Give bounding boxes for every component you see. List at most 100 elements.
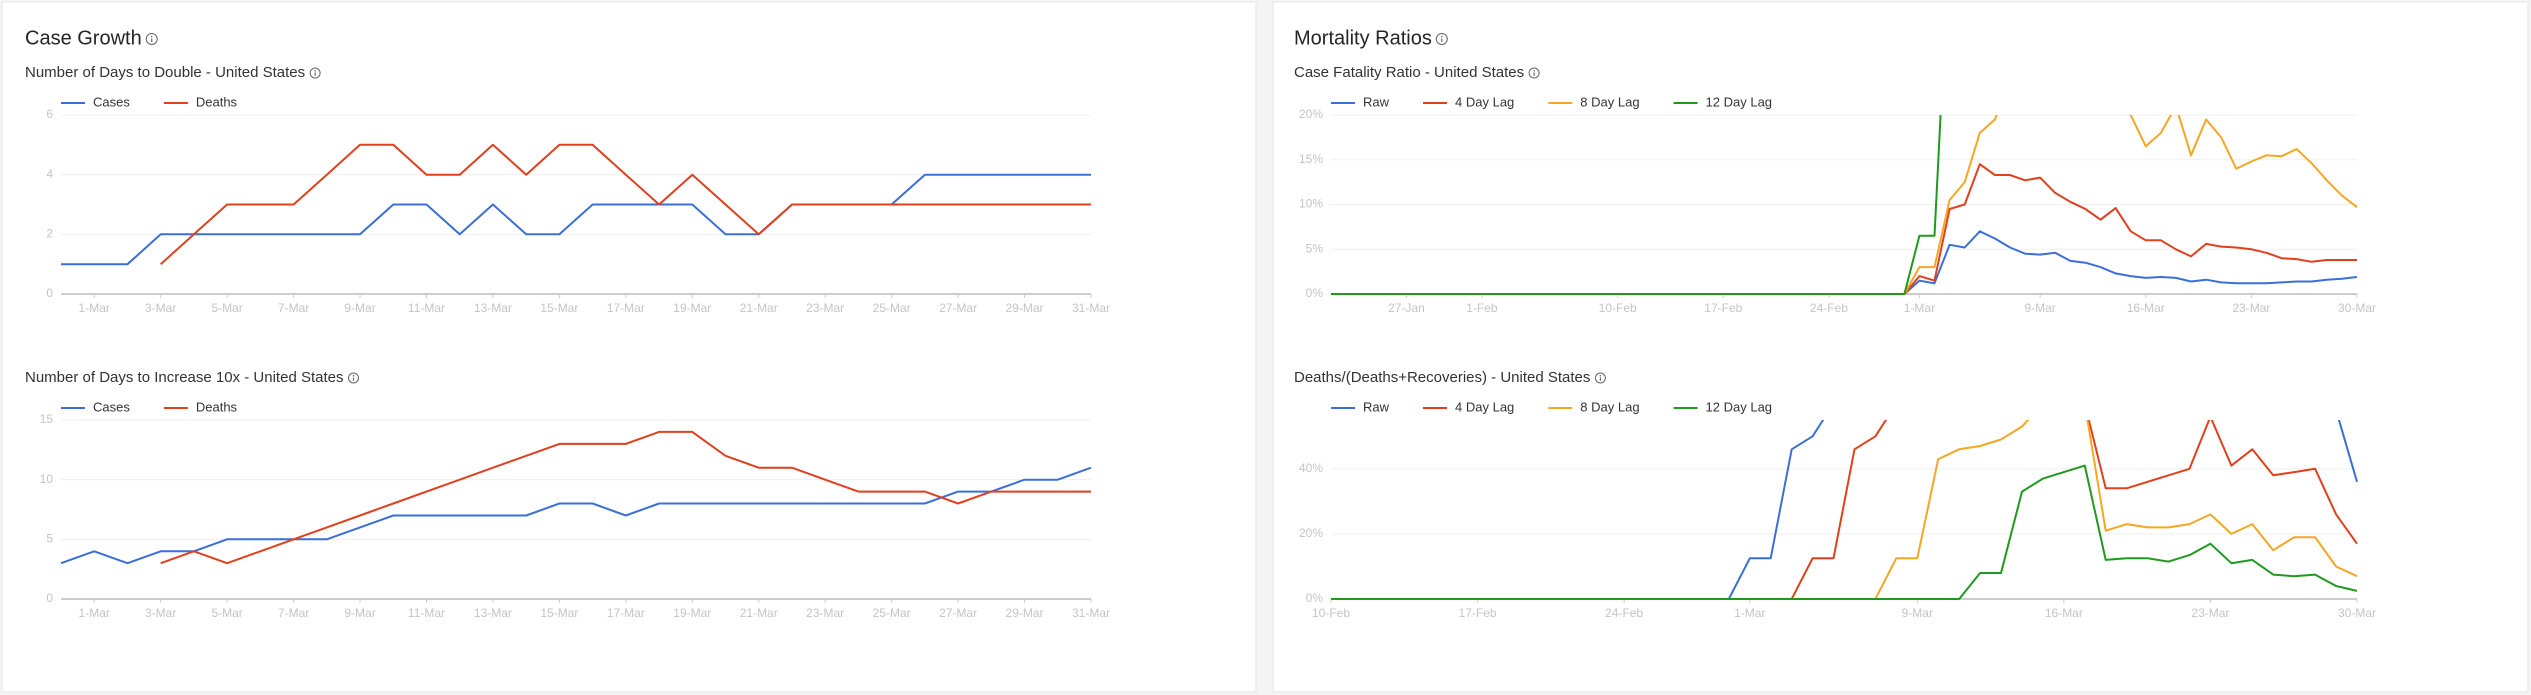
legend-label: Raw — [1363, 94, 1390, 109]
info-icon — [1528, 67, 1540, 79]
x-tick-label: 17-Mar — [607, 301, 645, 315]
y-tick-label: 15% — [1299, 152, 1323, 166]
x-tick-label: 31-Mar — [1072, 606, 1110, 620]
x-tick-label: 9-Mar — [1902, 606, 1933, 620]
x-tick-label: 30-Mar — [2338, 606, 2376, 620]
info-circle — [145, 33, 158, 45]
info-icon — [309, 67, 321, 79]
x-tick-label: 15-Mar — [540, 301, 578, 315]
chart-title: Number of Days to Double - United States — [25, 64, 305, 81]
legend-label: 4 Day Lag — [1455, 94, 1514, 109]
x-tick-label: 3-Mar — [145, 606, 176, 620]
x-tick-label: 23-Mar — [806, 606, 844, 620]
info-icon — [1435, 33, 1448, 45]
x-tick-label: 11-Mar — [408, 301, 445, 315]
x-tick-label: 7-Mar — [278, 606, 309, 620]
legend-label: 12 Day Lag — [1706, 399, 1773, 414]
x-tick-label: 9-Mar — [344, 301, 375, 315]
x-tick-label: 5-Mar — [211, 301, 242, 315]
series-line — [160, 430, 1091, 565]
x-tick-label: 23-Mar — [2191, 606, 2229, 620]
x-tick-label: 16-Mar — [2127, 301, 2165, 315]
x-tick-label: 24-Feb — [1810, 301, 1848, 315]
y-tick-label: 20% — [1299, 107, 1323, 121]
info-circle — [1435, 33, 1448, 45]
legend-label: Cases — [93, 399, 130, 414]
legend-item: 4 Day Lag — [1423, 94, 1514, 109]
legend-item: 12 Day Lag — [1673, 94, 1773, 109]
info-dot — [1533, 69, 1535, 72]
x-tick-label: 1-Feb — [1466, 301, 1498, 315]
x-tick-label: 1-Mar — [1904, 301, 1935, 315]
x-tick-label: 31-Mar — [1072, 301, 1110, 315]
legend-label: 12 Day Lag — [1706, 94, 1773, 109]
x-tick-label: 3-Mar — [145, 301, 176, 315]
x-tick-label: 29-Mar — [1006, 606, 1044, 620]
info-dot — [352, 374, 355, 377]
y-tick-label: 15 — [40, 412, 54, 426]
x-tick-label: 19-Mar — [673, 606, 711, 620]
legend-item: 8 Day Lag — [1548, 94, 1640, 109]
x-tick-label: 15-Mar — [540, 606, 578, 620]
chart-title: Deaths/(Deaths+Recoveries) - United Stat… — [1294, 369, 1590, 386]
panel-title: Case Growth — [25, 27, 142, 49]
x-tick-label: 27-Mar — [939, 606, 977, 620]
series-line — [160, 143, 1091, 265]
y-tick-label: 10% — [1299, 197, 1323, 211]
series-line — [1331, 464, 2358, 600]
x-tick-label: 24-Feb — [1605, 606, 1643, 620]
y-tick-label: 0 — [46, 286, 53, 300]
legend-item: Cases — [61, 94, 130, 109]
x-tick-label: 27-Jan — [1388, 301, 1425, 315]
legend-label: Deaths — [196, 399, 238, 414]
legend-item: Deaths — [163, 399, 238, 414]
x-tick-label: 7-Mar — [278, 301, 309, 315]
legend-item: Deaths — [163, 94, 238, 109]
info-icon — [347, 372, 359, 384]
legend-label: 8 Day Lag — [1580, 94, 1639, 109]
x-tick-label: 21-Mar — [740, 301, 778, 315]
series-line — [61, 173, 1091, 266]
x-tick-label: 30-Mar — [2338, 301, 2376, 315]
x-tick-label: 17-Feb — [1459, 606, 1497, 620]
info-icon — [145, 33, 158, 45]
y-tick-label: 6 — [46, 107, 53, 121]
y-tick-label: 40% — [1299, 461, 1323, 475]
legend-label: Cases — [93, 94, 130, 109]
legend-item: 8 Day Lag — [1548, 399, 1640, 414]
info-dot — [1441, 35, 1443, 38]
x-tick-label: 5-Mar — [211, 606, 242, 620]
x-tick-label: 1-Mar — [79, 301, 110, 315]
y-tick-label: 2 — [46, 227, 53, 241]
x-tick-label: 1-Mar — [1734, 606, 1765, 620]
legend-item: Cases — [61, 399, 130, 414]
x-tick-label: 21-Mar — [740, 606, 778, 620]
info-circle — [1594, 372, 1606, 384]
legend-label: Raw — [1363, 399, 1390, 414]
x-tick-label: 13-Mar — [474, 301, 512, 315]
x-tick-label: 23-Mar — [806, 301, 844, 315]
info-circle — [1528, 67, 1540, 79]
x-tick-label: 16-Mar — [2045, 606, 2083, 620]
info-icon — [1594, 372, 1606, 384]
x-tick-label: 11-Mar — [408, 606, 445, 620]
x-tick-label: 9-Mar — [344, 606, 375, 620]
series-line — [1331, 115, 1942, 295]
y-tick-label: 20% — [1299, 526, 1323, 540]
panel-title: Mortality Ratios — [1294, 27, 1432, 49]
legend-item: 12 Day Lag — [1673, 399, 1773, 414]
x-tick-label: 25-Mar — [873, 301, 911, 315]
x-tick-label: 19-Mar — [673, 301, 711, 315]
info-circle — [347, 372, 359, 384]
chart-title: Case Fatality Ratio - United States — [1294, 64, 1524, 81]
x-tick-label: 17-Feb — [1704, 301, 1742, 315]
x-tick-label: 29-Mar — [1006, 301, 1044, 315]
info-dot — [150, 35, 153, 38]
x-tick-label: 10-Feb — [1599, 301, 1637, 315]
x-tick-label: 17-Mar — [607, 606, 645, 620]
y-tick-label: 0% — [1306, 286, 1324, 300]
x-tick-label: 25-Mar — [873, 606, 911, 620]
x-tick-label: 1-Mar — [79, 606, 110, 620]
x-tick-label: 10-Feb — [1312, 606, 1350, 620]
